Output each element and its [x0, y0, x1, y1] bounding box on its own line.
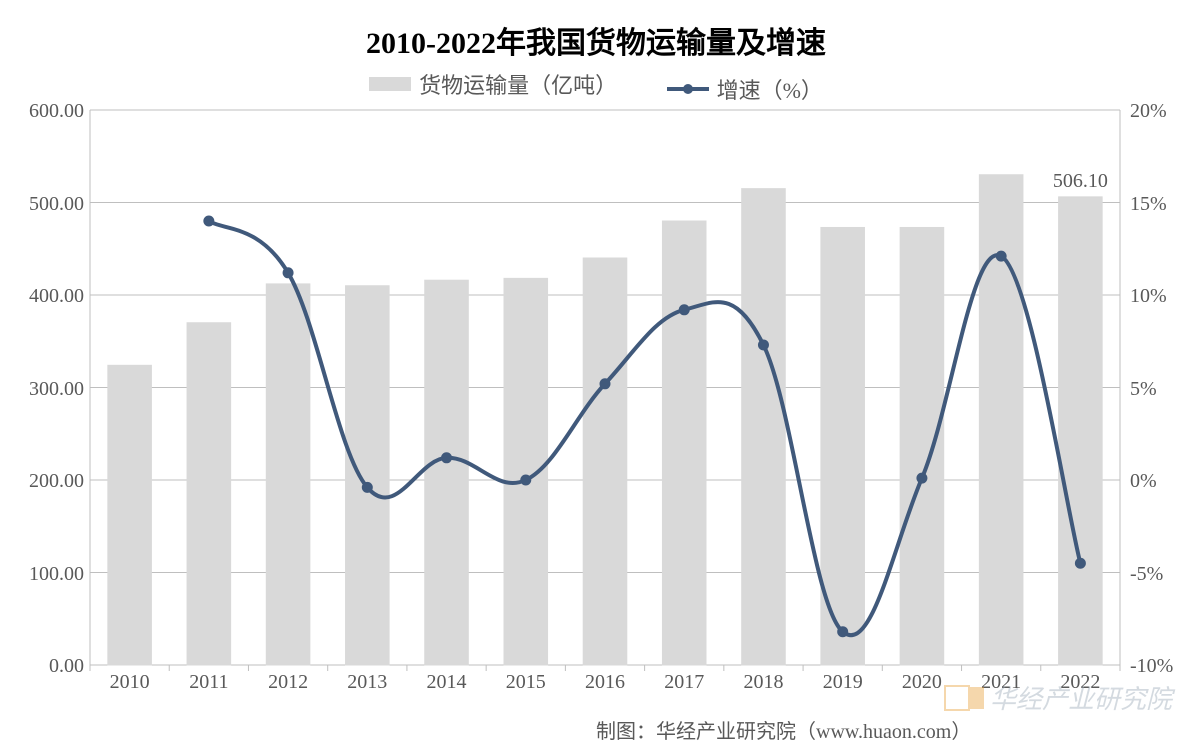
- legend: 货物运输量（亿吨） 增速（%）: [0, 68, 1192, 105]
- watermark-logo-icon: [944, 685, 970, 711]
- line-marker: [1075, 558, 1085, 568]
- attribution-text: 制图：华经产业研究院（www.huaon.com）: [596, 715, 971, 744]
- line-marker: [996, 251, 1006, 261]
- y-left-tick-label: 400.00: [29, 285, 90, 308]
- y-left-tick-label: 0.00: [49, 655, 90, 678]
- line-marker: [758, 340, 768, 350]
- legend-swatch-line: [667, 82, 709, 96]
- x-tick-label: 2017: [664, 671, 704, 694]
- legend-label-line: 增速（%）: [717, 73, 823, 105]
- watermark: 华经产业研究院: [944, 679, 1172, 716]
- y-right-tick-label: 0%: [1120, 470, 1157, 493]
- line-marker: [204, 216, 214, 226]
- bar-value-label: 506.10: [1053, 170, 1108, 193]
- y-left-tick-label: 600.00: [29, 100, 90, 123]
- y-right-tick-label: -5%: [1120, 563, 1163, 586]
- legend-item-bar: 货物运输量（亿吨）: [369, 68, 617, 100]
- y-left-tick-label: 500.00: [29, 193, 90, 216]
- legend-swatch-bar: [369, 77, 411, 91]
- x-tick-label: 2013: [347, 671, 387, 694]
- y-left-tick-label: 100.00: [29, 563, 90, 586]
- x-tick-label: 2016: [585, 671, 625, 694]
- line-marker: [917, 473, 927, 483]
- x-tick-label: 2022: [1060, 671, 1100, 694]
- y-left-tick-label: 200.00: [29, 470, 90, 493]
- x-tick-label: 2020: [902, 671, 942, 694]
- y-right-tick-label: 10%: [1120, 285, 1167, 308]
- x-tick-label: 2010: [110, 671, 150, 694]
- line-marker: [521, 475, 531, 485]
- x-tick-label: 2018: [743, 671, 783, 694]
- x-tick-label: 2019: [823, 671, 863, 694]
- y-right-tick-label: 20%: [1120, 100, 1167, 123]
- x-tick-label: 2015: [506, 671, 546, 694]
- x-tick-label: 2021: [981, 671, 1021, 694]
- y-right-tick-label: 15%: [1120, 193, 1167, 216]
- line-marker: [600, 379, 610, 389]
- legend-label-bar: 货物运输量（亿吨）: [419, 68, 617, 100]
- chart-title: 2010-2022年我国货物运输量及增速: [0, 18, 1192, 62]
- chart-container: 2010-2022年我国货物运输量及增速 货物运输量（亿吨） 增速（%） 506…: [0, 0, 1192, 752]
- line-marker: [442, 453, 452, 463]
- y-left-tick-label: 300.00: [29, 378, 90, 401]
- line-series: [90, 110, 1120, 665]
- y-right-tick-label: -10%: [1120, 655, 1173, 678]
- x-tick-label: 2011: [189, 671, 228, 694]
- x-tick-label: 2014: [427, 671, 467, 694]
- line-marker: [362, 482, 372, 492]
- y-right-tick-label: 5%: [1120, 378, 1157, 401]
- line-marker: [283, 268, 293, 278]
- line-marker: [838, 627, 848, 637]
- growth-line: [209, 221, 1081, 635]
- plot-area: 506.100.00100.00200.00300.00400.00500.00…: [90, 110, 1120, 665]
- line-marker: [679, 305, 689, 315]
- legend-item-line: 增速（%）: [667, 73, 823, 105]
- x-tick-label: 2012: [268, 671, 308, 694]
